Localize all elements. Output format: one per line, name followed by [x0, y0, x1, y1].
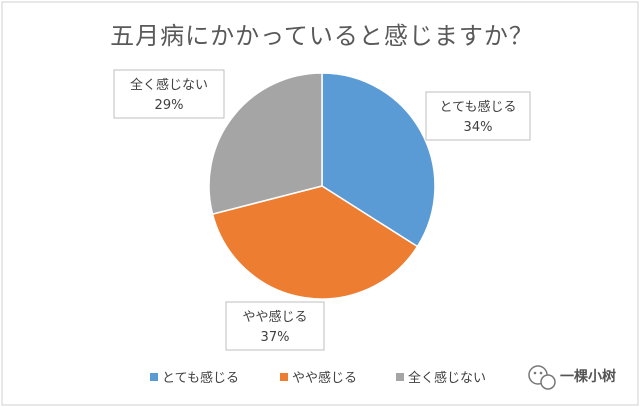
- chart-title: 五月病にかかっていると感じますか？: [110, 22, 534, 50]
- legend-label: やや感じる: [292, 370, 357, 386]
- data-label-yaya: やや感じる 37%: [225, 301, 325, 351]
- legend-label: 全く感じない: [408, 370, 486, 386]
- legend-item: やや感じる: [280, 370, 357, 386]
- data-label-totemo: とても感じる 34%: [425, 91, 531, 141]
- wechat-icon: [528, 365, 556, 390]
- slice-label-value: 34%: [464, 120, 493, 135]
- data-label-box: [225, 301, 325, 351]
- slice-label-text: とても感じる: [440, 99, 517, 115]
- legend-item: とても感じる: [150, 370, 239, 386]
- legend-label: とても感じる: [162, 370, 239, 386]
- legend-swatch-mattaku: [396, 373, 404, 381]
- data-label-box: [425, 91, 531, 141]
- data-label-mattaku: 全く感じない 29%: [113, 69, 225, 119]
- slice-label-value: 29%: [155, 98, 184, 113]
- data-label-box: [113, 69, 225, 119]
- slice-label-value: 37%: [261, 330, 290, 345]
- legend-item: 全く感じない: [396, 370, 486, 386]
- slice-yaya: [211, 185, 419, 300]
- slice-mattaku: [208, 72, 323, 216]
- watermark-text: 一棵小树: [560, 368, 616, 385]
- pie-slices: [208, 72, 436, 300]
- legend-swatch-totemo: [150, 373, 158, 381]
- legend: とても感じる やや感じる 全く感じない: [150, 370, 486, 386]
- watermark: 一棵小树: [528, 365, 616, 390]
- slice-label-text: 全く感じない: [130, 77, 208, 93]
- legend-swatch-yaya: [280, 373, 288, 381]
- slice-label-text: やや感じる: [242, 309, 307, 325]
